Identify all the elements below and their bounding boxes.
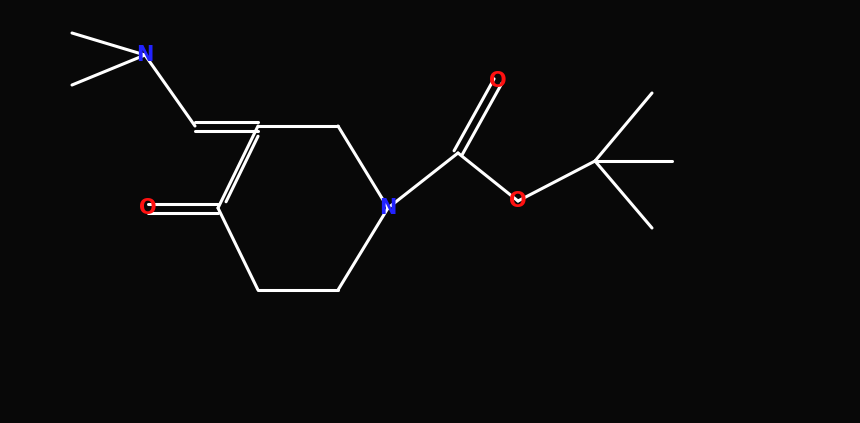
Text: O: O — [139, 198, 157, 218]
Text: O: O — [509, 191, 527, 211]
Text: N: N — [137, 45, 154, 65]
Text: O: O — [489, 71, 507, 91]
Text: N: N — [379, 198, 396, 218]
